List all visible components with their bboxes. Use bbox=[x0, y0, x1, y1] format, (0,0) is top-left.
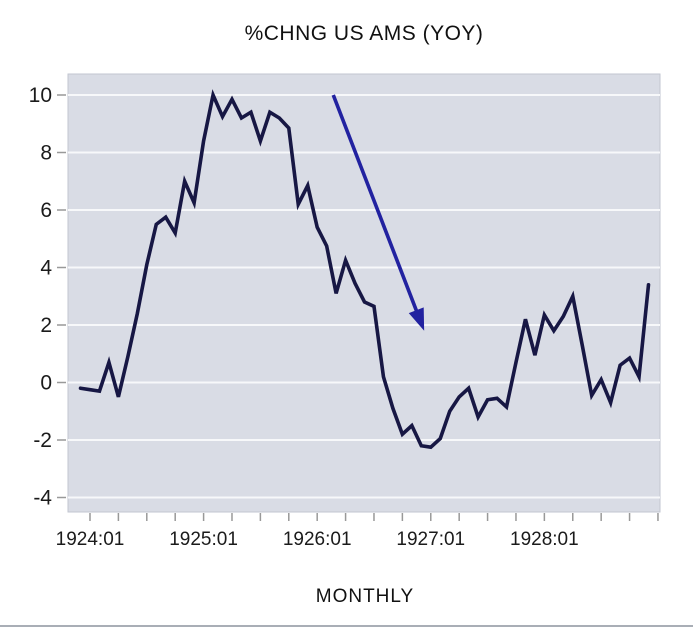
x-tick-label: 1926:01 bbox=[283, 529, 352, 550]
y-axis: 10 8 6 4 2 0 -2 -4 bbox=[29, 84, 66, 510]
x-tick-label: 1925:01 bbox=[169, 529, 238, 550]
x-tick-label: 1928:01 bbox=[510, 529, 579, 550]
x-axis-title: MONTHLY bbox=[315, 586, 415, 607]
plot-area bbox=[67, 73, 661, 513]
x-axis: 1924:01 1925:01 1926:01 1927:01 1928:01 bbox=[56, 513, 659, 550]
bottom-window-border bbox=[0, 625, 693, 627]
y-tick-label: 4 bbox=[40, 257, 52, 280]
annotation-arrow-head bbox=[408, 307, 425, 331]
x-tick-label: 1927:01 bbox=[396, 529, 465, 550]
series-line bbox=[78, 89, 651, 450]
annotation-arrow-shaft bbox=[331, 94, 422, 321]
y-tick-label: 10 bbox=[29, 84, 52, 107]
y-tick-label: 0 bbox=[40, 372, 52, 395]
y-tick-label: -4 bbox=[33, 487, 52, 510]
x-tick-label: 1924:01 bbox=[56, 529, 125, 550]
y-tick-label: 6 bbox=[40, 199, 52, 222]
gridlines bbox=[68, 94, 660, 499]
chart-title: %CHNG US AMS (YOY) bbox=[244, 22, 484, 45]
y-tick-label: 8 bbox=[40, 142, 52, 165]
y-tick-label: -2 bbox=[33, 429, 52, 452]
y-tick-label: 2 bbox=[40, 314, 52, 337]
